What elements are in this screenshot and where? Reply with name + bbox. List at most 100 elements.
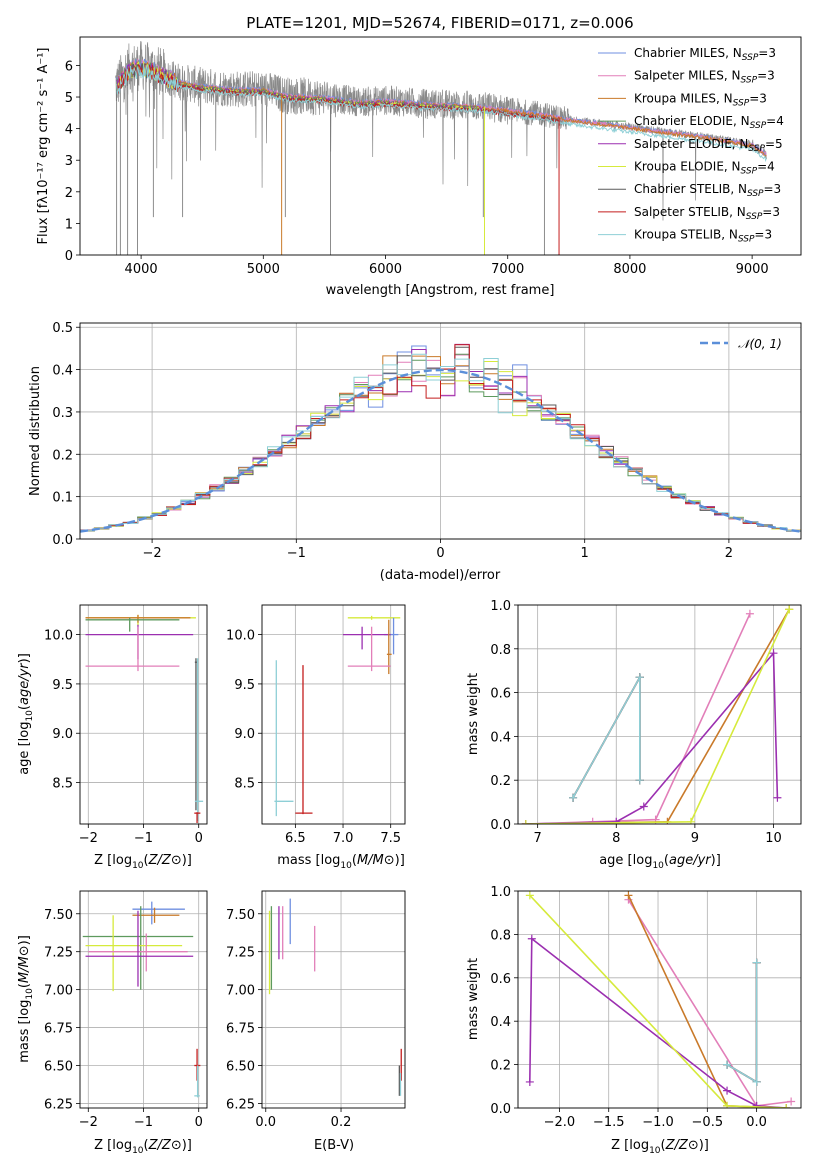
y-tick-label: 5 xyxy=(65,91,73,106)
errorbar-Kroupa MILES xyxy=(132,907,180,923)
x-axis-label: (data-model)/error xyxy=(380,568,501,583)
axes-frame xyxy=(79,36,802,256)
x-tick-label: 0 xyxy=(436,546,444,561)
series-point xyxy=(723,1101,732,1108)
x-tick-label: −2 xyxy=(79,1115,98,1130)
panel-residuals: −2 −1 0 1 2 0.0 0.1 0.2 0.3 0.4 0.5 𝒩(0, 1) (data-mo… xyxy=(28,321,802,583)
axes-frame xyxy=(79,322,802,540)
x-axis-label: age [log10(age/yr)] xyxy=(599,853,721,871)
errorbar-Chabrier ELODIE xyxy=(85,617,180,632)
x-axis-label: Z [log10(Z/Z⊙)] xyxy=(611,1138,709,1156)
series-point xyxy=(745,609,754,618)
y-tick-label: 0.6 xyxy=(490,972,511,987)
y-tick-label: 6.50 xyxy=(44,1060,73,1075)
errorbar-Kroupa ELODIE xyxy=(85,915,183,992)
errorbar-Chabrier STELIB xyxy=(194,658,198,811)
x-tick-label: −1 xyxy=(134,831,153,846)
legend-entry: Kroupa STELIB, NSSP=3 xyxy=(634,228,772,245)
x-tick-label: −1 xyxy=(134,1115,153,1130)
y-axis-label: Flux [fλ10⁻¹⁷ erg cm⁻² s⁻¹ A⁻¹] xyxy=(36,48,51,245)
gaussian-curve xyxy=(80,368,801,533)
y-tick-label: 9.5 xyxy=(234,678,255,693)
series-point xyxy=(635,776,644,785)
series-salpeter-elodie xyxy=(525,651,779,824)
panel-age_vs_Z: −2 −1 0 8.5 9.0 9.5 10.0 Z [log10(Z/Z⊙)] age [lo… xyxy=(17,604,208,871)
legend-entry: 𝒩(0, 1) xyxy=(738,337,782,351)
y-axis-label: age [log10(age/yr)] xyxy=(17,653,35,775)
x-tick-label: 6000 xyxy=(369,262,402,277)
legend-entry: Chabrier ELODIE, NSSP=4 xyxy=(634,114,784,131)
x-tick-label: 7.5 xyxy=(380,831,401,846)
histogram-kroupa-stelib xyxy=(80,353,801,532)
series-point xyxy=(723,1086,732,1095)
x-tick-label: 7000 xyxy=(491,262,524,277)
y-tick-label: 0.6 xyxy=(490,687,511,702)
y-tick-label: 0.2 xyxy=(490,774,511,789)
y-tick-label: 0.4 xyxy=(52,364,73,379)
x-tick-label: 0 xyxy=(195,831,203,846)
x-tick-label: −1 xyxy=(287,546,306,561)
series-point xyxy=(612,817,621,824)
x-tick-label: −2 xyxy=(79,831,98,846)
y-tick-label: 0.0 xyxy=(490,818,511,833)
x-tick-label: −0.5 xyxy=(692,1115,724,1130)
x-tick-label: −1.0 xyxy=(642,1115,674,1130)
y-tick-label: 1.0 xyxy=(490,599,511,614)
y-tick-label: 7.00 xyxy=(44,984,73,999)
panel-spectrum: 4000 5000 6000 7000 8000 9000 0 1 2 3 4 5 6 Chabrier … xyxy=(36,36,802,298)
errorbar-Kroupa MILES xyxy=(386,619,392,675)
plot-area-weight_vs_age xyxy=(521,605,794,824)
x-tick-label: 6.5 xyxy=(285,831,306,846)
axes-frame xyxy=(261,604,406,825)
panel-mass_vs_Z: −2 −1 0 6.25 6.50 6.75 7.00 7.25 7.50 Z [log10(Z/… xyxy=(17,890,208,1156)
y-tick-label: 0.5 xyxy=(52,321,73,336)
y-tick-label: 6.75 xyxy=(44,1022,73,1037)
x-tick-label: −1.5 xyxy=(593,1115,625,1130)
panel-mass_vs_ebv: 0.0 0.2 6.25 6.50 6.75 7.00 7.25 7.50 E(B-V) xyxy=(226,890,406,1153)
y-tick-label: 0.8 xyxy=(490,928,511,943)
series-point xyxy=(752,958,761,967)
x-tick-label: 10 xyxy=(765,831,782,846)
y-tick-label: 9.0 xyxy=(52,727,73,742)
errorbar-Salpeter MILES xyxy=(85,626,180,672)
panel-age_vs_mass: 6.5 7.0 7.5 8.5 9.0 9.5 10.0 mass [log10(M/M⊙)] xyxy=(226,604,406,871)
x-tick-label: 5000 xyxy=(247,262,280,277)
plot-area-weight_vs_Z xyxy=(525,891,796,1108)
plot-area-mass_vs_Z xyxy=(82,901,201,1098)
y-tick-label: 0.0 xyxy=(490,1102,511,1117)
errorbar-Salpeter STELIB xyxy=(295,665,313,815)
series-point xyxy=(639,802,648,811)
x-tick-label: 8000 xyxy=(613,262,646,277)
plot-area-age_vs_Z xyxy=(85,614,204,824)
plot-area-age_vs_mass xyxy=(274,615,401,817)
x-tick-label: −2.0 xyxy=(544,1115,576,1130)
y-axis-label: Normed distribution xyxy=(28,366,43,496)
x-axis-label: wavelength [Angstrom, rest frame] xyxy=(326,283,555,298)
y-tick-label: 6.25 xyxy=(44,1097,73,1112)
y-tick-label: 7.50 xyxy=(44,908,73,923)
axes-frame xyxy=(79,890,208,1109)
y-tick-label: 1 xyxy=(65,217,73,232)
y-axis-label: mass [log10(M/M⊙)] xyxy=(17,935,35,1063)
errorbar-Salpeter ELODIE xyxy=(343,626,391,650)
y-tick-label: 8.5 xyxy=(234,777,255,792)
y-tick-label: 6.50 xyxy=(226,1060,255,1075)
errorbar-Chabrier MILES xyxy=(384,617,399,655)
series-point xyxy=(525,1077,534,1086)
series-kroupa-stelib xyxy=(572,674,641,799)
x-tick-label: −2 xyxy=(143,546,162,561)
plot-area-spectrum xyxy=(115,41,767,255)
y-tick-label: 8.5 xyxy=(52,777,73,792)
errorbar-Salpeter ELODIE xyxy=(85,624,194,660)
series-point xyxy=(527,934,536,943)
x-axis-label: Z [log10(Z/Z⊙)] xyxy=(94,1138,192,1156)
y-tick-label: 1.0 xyxy=(490,885,511,900)
histogram-salpeter-stelib xyxy=(80,344,801,531)
series-point xyxy=(769,649,778,658)
legend-entry: Salpeter MILES, NSSP=3 xyxy=(634,69,775,86)
y-tick-label: 7.25 xyxy=(226,946,255,961)
y-tick-label: 0.3 xyxy=(52,406,73,421)
plot-area-residuals xyxy=(80,343,801,533)
series-point xyxy=(773,793,782,802)
